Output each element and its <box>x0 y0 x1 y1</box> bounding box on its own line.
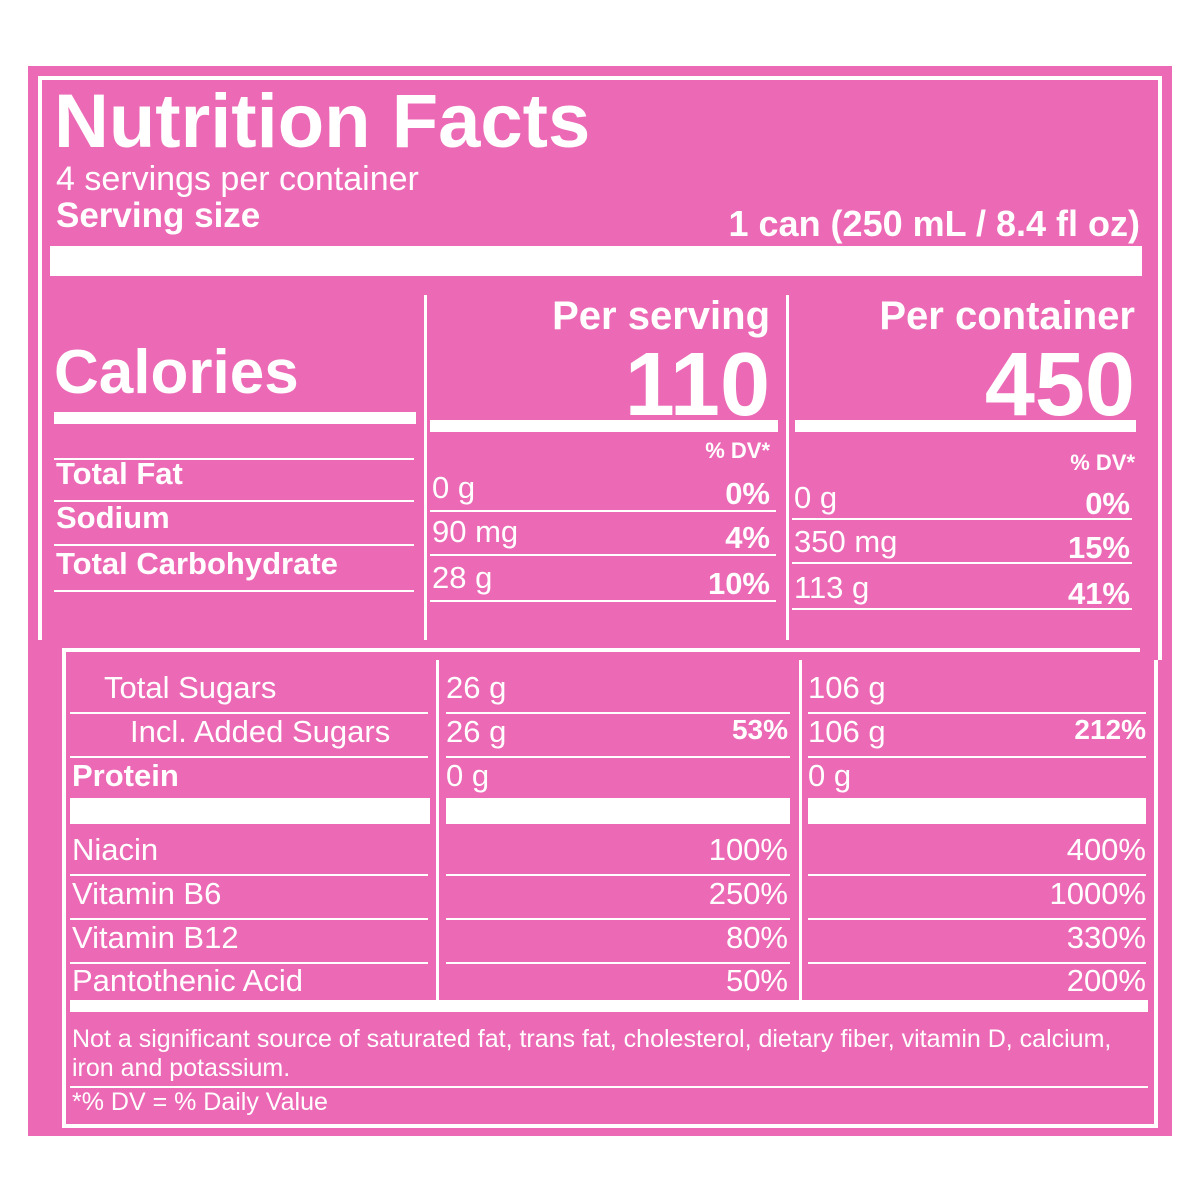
column-rule <box>424 295 427 640</box>
thick-rule <box>54 412 416 424</box>
nutrient-amount: 350 mg <box>794 524 898 559</box>
sugar-amount: 26 g <box>446 714 507 749</box>
rule <box>70 712 428 714</box>
rule <box>446 756 790 758</box>
vitamin-dv: 80% <box>725 920 788 955</box>
rule <box>446 712 790 714</box>
rule <box>70 962 428 964</box>
border <box>38 76 42 640</box>
border <box>1154 660 1158 1128</box>
serving-size-value: 1 can (250 mL / 8.4 fl oz) <box>728 203 1141 244</box>
nutrient-dv: 4% <box>725 520 770 555</box>
servings: 4 servings per container <box>56 160 419 198</box>
rule <box>792 562 1132 564</box>
rule <box>54 590 414 592</box>
rule <box>792 518 1132 520</box>
sugar-label: Total Sugars <box>104 670 277 705</box>
rule <box>808 918 1146 920</box>
column-header: Per serving <box>552 294 770 338</box>
nutrient-amount: 113 g <box>794 570 870 605</box>
nutrient-amount: 0 g <box>794 480 838 515</box>
vitamin-label: Pantothenic Acid <box>72 963 303 998</box>
nutrient-dv: 10% <box>707 566 770 601</box>
column-rule <box>786 295 789 640</box>
thick-rule <box>795 420 1136 432</box>
rule <box>54 544 414 546</box>
protein-label: Protein <box>72 758 179 793</box>
dv-header: % DV* <box>1070 450 1135 475</box>
rule <box>70 1086 1148 1088</box>
rule <box>808 874 1146 876</box>
vitamin-dv: 330% <box>1066 920 1146 955</box>
vitamin-dv: 400% <box>1066 832 1146 867</box>
border <box>62 648 66 1128</box>
nutrient-label: Total Carbohydrate <box>56 546 338 581</box>
vitamin-dv: 100% <box>708 832 788 867</box>
rule <box>792 608 1132 610</box>
rule <box>808 756 1146 758</box>
vitamin-dv: 50% <box>725 963 788 998</box>
rule <box>808 962 1146 964</box>
nutrient-amount: 0 g <box>432 470 476 505</box>
nutrient-dv: 15% <box>1067 530 1130 565</box>
sugar-amount: 0 g <box>446 758 490 793</box>
sugar-amount: 106 g <box>808 714 886 749</box>
rule <box>70 874 428 876</box>
vitamin-label: Niacin <box>72 832 159 867</box>
rule <box>54 500 414 502</box>
border <box>1158 76 1162 660</box>
nutrient-dv: 0% <box>1085 486 1130 521</box>
rule <box>430 510 776 512</box>
border <box>62 1124 1158 1128</box>
sugar-amount: 106 g <box>808 670 886 705</box>
sugar-dv: 212% <box>1074 714 1146 745</box>
vitamin-dv: 200% <box>1066 963 1146 998</box>
nutrient-amount: 90 mg <box>432 514 519 549</box>
calories-label: Calories <box>54 338 299 407</box>
rule <box>446 874 790 876</box>
column-rule <box>799 660 802 1000</box>
column-header: Per container <box>879 294 1135 338</box>
nutrition-label: Nutrition Facts 4 servings per container S… <box>28 66 1172 1136</box>
border <box>38 76 1162 80</box>
rule <box>808 712 1146 714</box>
vitamin-dv: 1000% <box>1049 876 1146 911</box>
sugar-label: Incl. Added Sugars <box>130 714 391 749</box>
rule <box>70 756 428 758</box>
thick-bar <box>50 246 1142 276</box>
nutrient-label: Total Fat <box>56 456 183 491</box>
thick-bar <box>446 798 790 824</box>
rule <box>430 554 776 556</box>
nutrient-dv: 0% <box>725 476 770 511</box>
vitamin-label: Vitamin B6 <box>72 876 222 911</box>
rule <box>70 918 428 920</box>
thick-rule <box>70 1000 1148 1012</box>
rule <box>54 458 414 460</box>
vitamin-dv: 250% <box>708 876 788 911</box>
footnote: Not a significant source of saturated fa… <box>72 1025 1112 1082</box>
dv-note: *% DV = % Daily Value <box>72 1088 328 1116</box>
thick-rule <box>430 420 778 432</box>
serving-size-label: Serving size <box>56 196 261 235</box>
thick-bar <box>70 798 430 824</box>
nutrient-label: Sodium <box>56 500 170 535</box>
sugar-dv: 53% <box>731 714 788 745</box>
rule <box>430 600 776 602</box>
border <box>62 648 1140 652</box>
column-rule <box>436 660 439 1000</box>
thick-bar <box>808 798 1146 824</box>
calories-value: 450 <box>984 335 1135 435</box>
sugar-amount: 26 g <box>446 670 507 705</box>
nutrient-amount: 28 g <box>432 560 493 595</box>
rule <box>446 918 790 920</box>
sugar-amount: 0 g <box>808 758 852 793</box>
title: Nutrition Facts <box>54 79 591 164</box>
calories-value: 110 <box>624 335 770 435</box>
rule <box>446 962 790 964</box>
vitamin-label: Vitamin B12 <box>72 920 239 955</box>
nutrient-dv: 41% <box>1067 576 1130 611</box>
dv-header: % DV* <box>705 438 770 463</box>
